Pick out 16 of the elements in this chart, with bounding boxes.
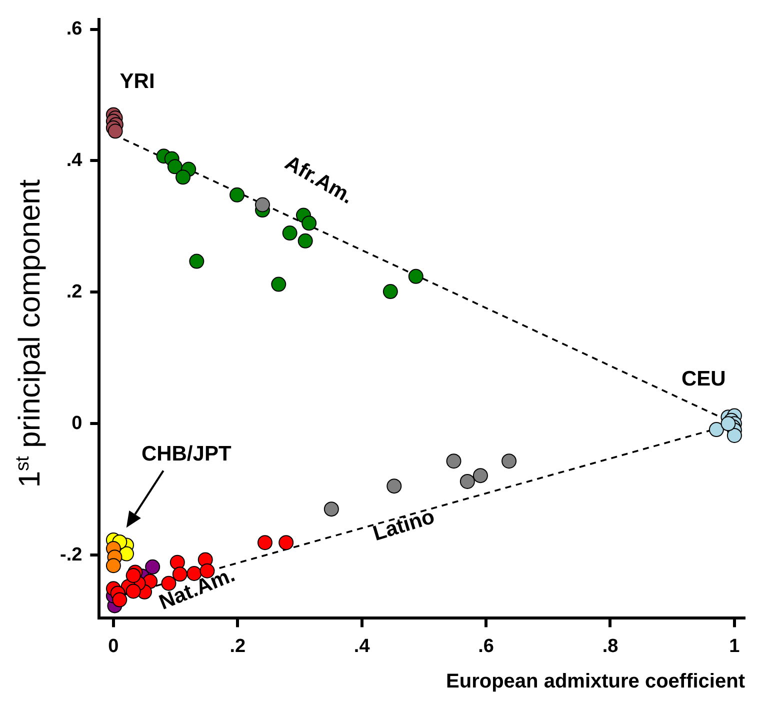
x-axis-title: European admixture coefficient: [446, 670, 746, 693]
y-tick-label: -.2: [60, 544, 82, 566]
x-tick-label: 0: [108, 636, 119, 657]
y-tick-label: .4: [66, 150, 83, 171]
x-tick-label: .2: [230, 636, 246, 657]
x-tick-label: .4: [354, 636, 370, 657]
annotation: Latino: [370, 505, 438, 546]
y-tick-label: .6: [66, 18, 82, 40]
annotation: CEU: [681, 368, 726, 391]
x-tick-label: .8: [602, 636, 618, 657]
annotation: CHB/JPT: [141, 442, 232, 466]
x-tick-label: .6: [478, 636, 494, 657]
y-tick-label: 0: [72, 412, 82, 434]
x-tick-label: 1: [729, 636, 740, 657]
annotation: YRI: [120, 70, 155, 94]
y-tick-label: .2: [66, 281, 82, 302]
